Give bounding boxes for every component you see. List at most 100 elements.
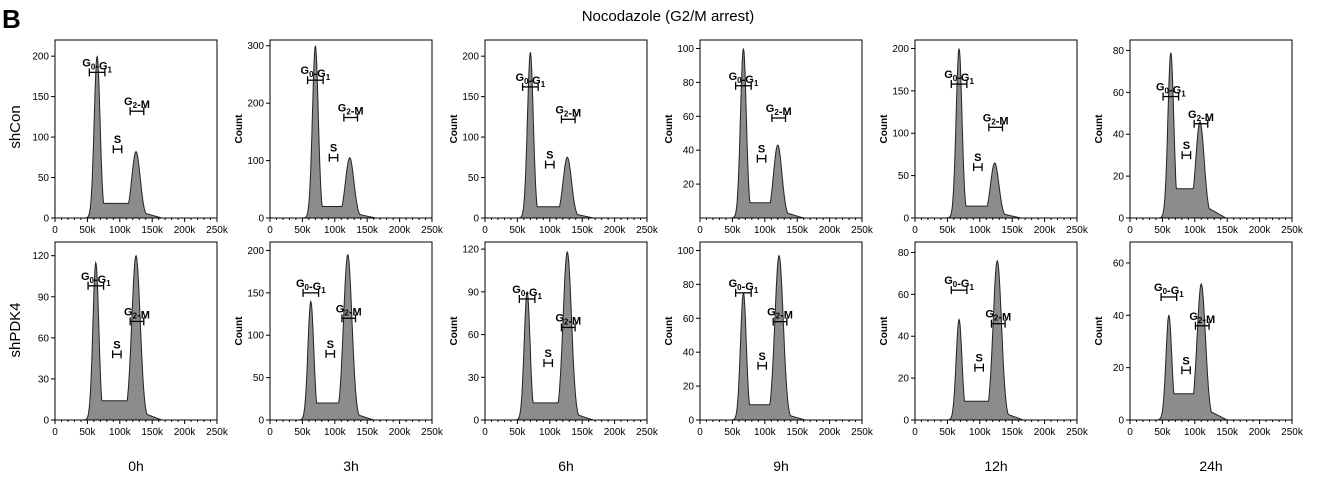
- gate-g0g1: [302, 288, 320, 297]
- x-tick-label: 50k: [294, 225, 311, 236]
- y-tick-label: 200: [892, 44, 909, 55]
- y-axis-label: Count: [1094, 316, 1105, 346]
- gate-label-g2m: G2-M: [767, 307, 793, 322]
- histogram-curve: [940, 259, 1029, 421]
- plot-frame: [54, 39, 218, 219]
- gate-s: [757, 361, 768, 370]
- histogram-panel-r0-c3: 0 50k 100k 150k 200k 250k 20 40 60 80 100 Count G0-G…: [664, 39, 874, 236]
- histogram-panel-r1-c4: 0 50k 100k 150k 200k 250k 0 20 40 60 80 Count G0-G1 S…: [879, 241, 1089, 438]
- y-tick-label: 60: [1113, 88, 1125, 99]
- y-tick-label: 30: [38, 374, 50, 385]
- x-tick-label: 150k: [1216, 225, 1239, 236]
- gate-label-g0g1: G0-G1: [82, 57, 112, 74]
- x-tick-label: 150k: [141, 225, 164, 236]
- y-tick-label: 60: [683, 112, 695, 123]
- gate-label-g2m: G2-M: [555, 104, 581, 119]
- y-tick-label: 150: [247, 288, 264, 299]
- gate-g0g1: [87, 281, 105, 290]
- y-tick-label: 150: [32, 92, 49, 103]
- histogram-panel-r0-c2: 0 50k 100k 150k 200k 250k 0 50 100 150 200 Count G0-…: [449, 39, 659, 236]
- gate-g2m: [771, 113, 787, 122]
- gate-g0g1: [950, 80, 968, 89]
- gate-s: [1181, 151, 1192, 160]
- row-label-shcon: shCon: [7, 105, 24, 148]
- histogram-panel-r1-c0: 0 50k 100k 150k 200k 250k 0 30 60 90 120 G0-G1 S G2-M: [32, 241, 229, 438]
- x-tick-label: 100k: [969, 427, 992, 438]
- histogram-curve: [80, 254, 169, 421]
- plot-frame: [484, 241, 648, 421]
- y-tick-label: 0: [473, 416, 479, 427]
- y-tick-label: 60: [898, 290, 910, 301]
- y-tick-label: 60: [468, 330, 480, 341]
- plot-frame: [699, 241, 863, 421]
- gate-label-g2m: G2-M: [336, 303, 362, 318]
- gate-label-g2m: G2-M: [1189, 311, 1215, 326]
- gate-label-g0g1: G0-G1: [944, 275, 974, 292]
- x-tick-label: 200k: [174, 225, 197, 236]
- gate-label-g2m: G2-M: [985, 309, 1011, 324]
- gate-label-s: S: [1182, 355, 1189, 367]
- x-tick-label: 200k: [1249, 225, 1272, 236]
- x-tick-label: 0: [697, 225, 703, 236]
- x-tick-label: 200k: [819, 427, 842, 438]
- y-axis-label: Count: [879, 114, 890, 144]
- x-tick-label: 100k: [969, 225, 992, 236]
- gate-label-g2m: G2-M: [983, 112, 1009, 127]
- y-tick-label: 100: [462, 133, 479, 144]
- x-tick-label: 50k: [1154, 427, 1171, 438]
- x-tick-label: 250k: [206, 225, 229, 236]
- gate-label-g0g1: G0-G1: [296, 278, 326, 295]
- gate-s: [974, 363, 985, 372]
- x-tick-label: 250k: [636, 427, 659, 438]
- x-tick-label: 50k: [509, 427, 526, 438]
- gate-g0g1: [306, 76, 324, 85]
- gate-label-g2m: G2-M: [555, 312, 581, 327]
- histogram-curve: [80, 55, 169, 219]
- x-tick-label: 250k: [851, 427, 874, 438]
- y-axis-label: Count: [664, 316, 675, 346]
- x-tick-label: 150k: [141, 427, 164, 438]
- gate-label-g2m: G2-M: [766, 103, 792, 118]
- gate-s: [112, 145, 123, 154]
- plot-frame: [914, 241, 1078, 421]
- plot-frame: [1129, 241, 1293, 421]
- y-tick-label: 0: [1118, 214, 1124, 225]
- histogram-curve: [940, 48, 1029, 219]
- histogram-curve: [1155, 52, 1244, 219]
- x-tick-label: 150k: [356, 427, 379, 438]
- x-tick-label: 0: [912, 427, 918, 438]
- gate-g0g1: [734, 288, 752, 297]
- gate-g2m: [1194, 321, 1210, 330]
- x-tick-label: 50k: [509, 225, 526, 236]
- y-tick-label: 100: [677, 246, 694, 257]
- gate-s: [112, 350, 122, 359]
- gate-label-s: S: [330, 143, 337, 155]
- y-axis-label: Count: [449, 316, 460, 346]
- y-tick-label: 30: [468, 373, 480, 384]
- y-tick-label: 80: [1113, 46, 1125, 57]
- x-tick-label: 250k: [1066, 427, 1089, 438]
- x-tick-label: 50k: [724, 225, 741, 236]
- y-axis-label: Count: [664, 114, 675, 144]
- x-tick-label: 200k: [389, 225, 412, 236]
- histogram-panel-r1-c5: 0 50k 100k 150k 200k 250k 0 20 40 60 Count G0-G1 S G2…: [1094, 241, 1304, 438]
- x-tick-label: 0: [52, 427, 58, 438]
- y-tick-label: 50: [253, 373, 265, 384]
- gate-label-s: S: [758, 144, 765, 156]
- y-tick-label: 20: [898, 374, 910, 385]
- histogram-curve: [510, 250, 599, 421]
- y-tick-label: 20: [1113, 363, 1125, 374]
- x-tick-label: 200k: [604, 225, 627, 236]
- x-tick-label: 100k: [324, 427, 347, 438]
- histogram-grid: 0 50k 100k 150k 200k 250k050100150200G0-G1SG2…: [32, 39, 1304, 438]
- plot-frame: [54, 241, 218, 421]
- gate-label-s: S: [327, 339, 334, 351]
- x-tick-label: 50k: [1154, 225, 1171, 236]
- gate-label-s: S: [114, 134, 121, 146]
- y-tick-label: 100: [892, 129, 909, 140]
- gate-g0g1: [88, 68, 106, 77]
- y-tick-label: 100: [247, 331, 264, 342]
- x-tick-label: 0: [1127, 427, 1133, 438]
- histogram-curve: [295, 253, 384, 421]
- y-tick-label: 0: [1118, 416, 1124, 427]
